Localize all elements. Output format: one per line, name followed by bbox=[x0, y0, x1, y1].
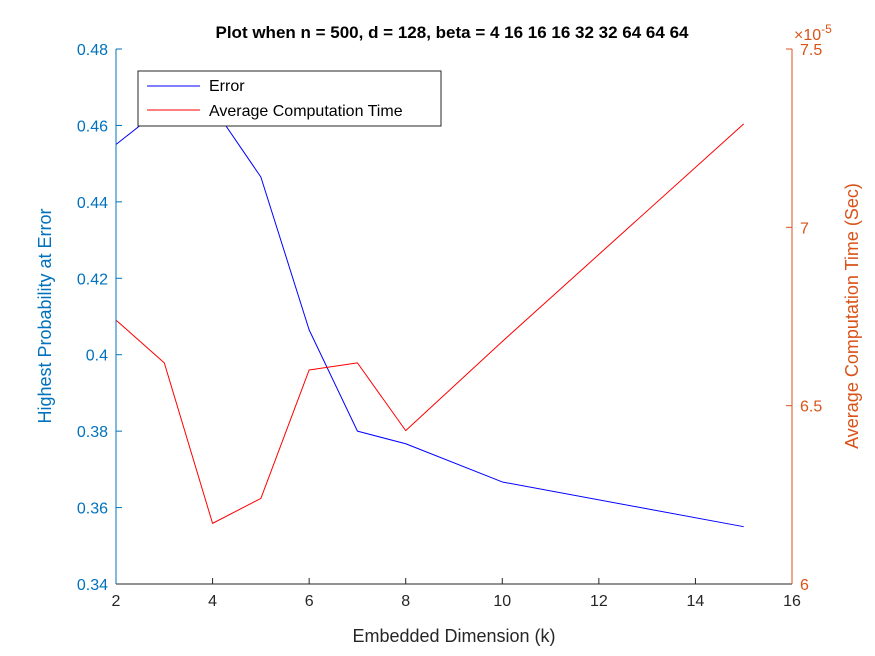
exponent-power: -5 bbox=[821, 22, 832, 36]
x-tick-label: 16 bbox=[783, 593, 801, 610]
legend-box bbox=[137, 70, 442, 127]
y-left-tick-label: 0.34 bbox=[77, 577, 108, 594]
x-tick-label: 10 bbox=[493, 593, 511, 610]
x-tick-label: 12 bbox=[590, 593, 608, 610]
x-tick-label: 6 bbox=[305, 593, 314, 610]
y-left-tick-label: 0.42 bbox=[77, 271, 108, 288]
plot-area-background bbox=[116, 49, 792, 584]
y-right-tick-label: 7.5 bbox=[800, 42, 822, 59]
y-left-tick-label: 0.4 bbox=[86, 348, 108, 365]
y-left-tick-label: 0.48 bbox=[77, 42, 108, 59]
x-ticks: 2 4 6 8 10 12 14 16 bbox=[112, 578, 801, 610]
chart-title: Plot when n = 500, d = 128, beta = 4 16 … bbox=[216, 23, 690, 42]
y-left-tick-label: 0.44 bbox=[77, 195, 108, 212]
y-right-axis-label: Average Computation Time (Sec) bbox=[842, 183, 862, 449]
right-axis-exponent: ×10-5 bbox=[794, 22, 832, 44]
y-left-tick-label: 0.38 bbox=[77, 424, 108, 441]
y-right-tick-label: 6 bbox=[800, 577, 809, 594]
x-axis-label: Embedded Dimension (k) bbox=[352, 626, 555, 646]
x-tick-label: 2 bbox=[112, 593, 121, 610]
y-left-axis-label: Highest Probability at Error bbox=[35, 208, 55, 423]
y-left-tick-label: 0.36 bbox=[77, 501, 108, 518]
x-tick-label: 4 bbox=[208, 593, 217, 610]
y-right-tick-label: 7 bbox=[800, 220, 809, 237]
y-left-tick-label: 0.46 bbox=[77, 118, 108, 135]
legend-label-error: Error bbox=[209, 78, 245, 95]
y-right-ticks: 6 6.5 7 7.5 bbox=[786, 42, 822, 594]
x-tick-label: 14 bbox=[687, 593, 705, 610]
legend: Error Average Computation Time bbox=[137, 70, 442, 127]
series-line-computation-time bbox=[115, 123, 745, 524]
y-left-ticks: 0.34 0.36 0.38 0.4 0.42 0.44 0.46 0.48 bbox=[77, 42, 122, 594]
x-tick-label: 8 bbox=[401, 593, 410, 610]
y-right-tick-label: 6.5 bbox=[800, 399, 822, 416]
exponent-base: ×10 bbox=[794, 27, 821, 44]
legend-label-time: Average Computation Time bbox=[209, 103, 403, 120]
